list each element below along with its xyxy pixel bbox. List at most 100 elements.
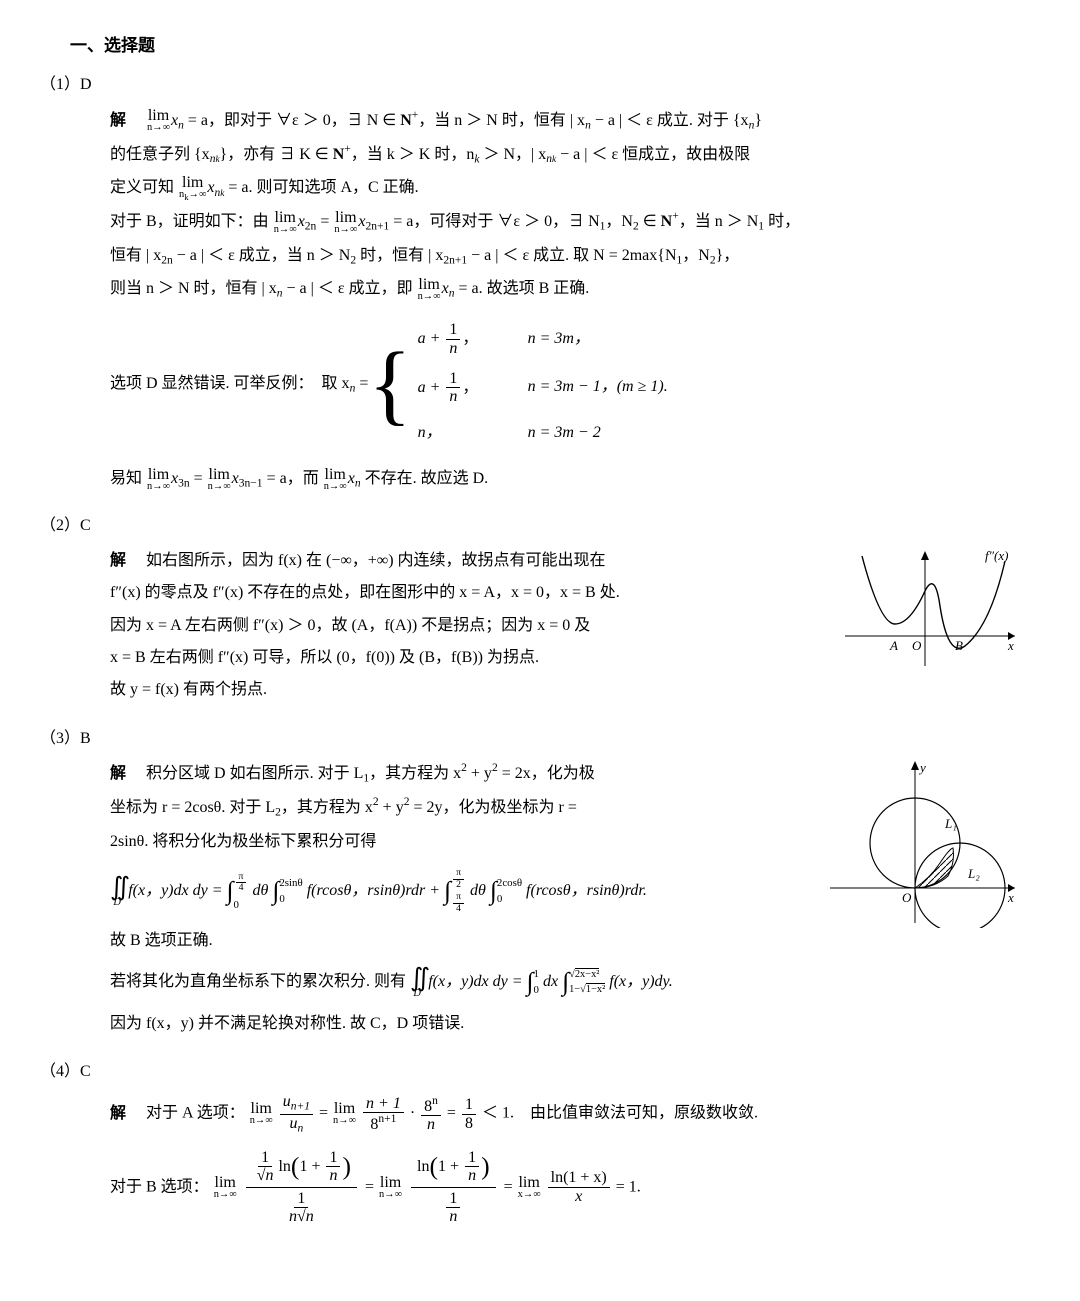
text: 对于 B 选项： [110, 1178, 209, 1195]
svg-text:B: B [955, 638, 963, 653]
text: 的任意子列 {x [110, 146, 210, 163]
text: 时， [764, 213, 800, 230]
text: = a. 故选项 B 正确. [454, 280, 589, 297]
text: 坐标为 r = 2cosθ. 对于 L [110, 799, 275, 816]
text: = 1. [616, 1178, 641, 1195]
cond: n = 3m， [528, 324, 590, 354]
fraction: 8n n [421, 1095, 441, 1134]
t: f(rcosθ，rsinθ)rdr + [307, 882, 444, 899]
text: = a. 则可知选项 A，C 正确. [224, 179, 418, 196]
text: 不存在. 故应选 D. [361, 470, 489, 487]
text: 时，恒有 | x [356, 247, 443, 264]
t: dx [543, 973, 558, 990]
limit-symbol: lim nk→∞ [179, 175, 206, 202]
text: 故 B 选项正确. [110, 926, 1020, 956]
limit-symbol: limn→∞ [334, 210, 357, 235]
q3-number: （3）B [40, 724, 1020, 754]
text: ，N [605, 213, 633, 230]
text: 因为 f(x，y) 并不满足轮换对称性. 故 C，D 项错误. [110, 1009, 1020, 1039]
text: }，亦有 ∃ K ∈ [220, 146, 333, 163]
set-symbol: N [400, 112, 412, 129]
text: 如右图所示，因为 f(x) 在 (−∞，+∞) 内连续，故拐点有可能出现在 [146, 552, 606, 569]
text: − a | ＜ ε 成立，当 n ＞ N [173, 247, 351, 264]
limit: limn→∞ [250, 1101, 273, 1126]
var: x [298, 213, 305, 230]
subscript: nk [546, 153, 556, 165]
text: = [365, 1178, 378, 1195]
text: = a，而 [263, 470, 319, 487]
limit: limx→∞ [518, 1175, 541, 1200]
big-fraction: ln(1 + 1n) 1n [411, 1147, 496, 1228]
sub: 3n [178, 478, 190, 490]
text: = [447, 1105, 460, 1122]
solution-label: 解 [110, 765, 126, 782]
section-title: 一、选择题 [70, 30, 1020, 62]
subscript: 2n+1 [365, 221, 389, 233]
q1-solution: 解 lim n→∞ xn = a，即对于 ∀ε ＞ 0，∃ N ∈ N+，当 n… [110, 105, 1020, 496]
text: ，当 n ＞ N [679, 213, 759, 230]
t: dθ [470, 882, 486, 899]
t: f(x，y)dx dy = [428, 973, 526, 990]
svg-text:x: x [1007, 890, 1014, 905]
limit: limn→∞ [333, 1101, 356, 1126]
sub: 2n [161, 254, 173, 266]
limit: limn→∞ [147, 467, 170, 492]
text: = [319, 1105, 332, 1122]
solution-label: 解 [110, 552, 126, 569]
svg-text:O: O [902, 890, 912, 905]
text: 则当 n ＞ N 时，恒有 | x [110, 280, 277, 297]
q2-number: （2）C [40, 511, 1020, 541]
text: ＞ N，| x [479, 146, 546, 163]
text: ，当 n ＞ N 时，恒有 | x [418, 112, 585, 129]
svg-text:A: A [889, 638, 898, 653]
text: = a，可得对于 ∀ε ＞ 0，∃ N [389, 213, 599, 230]
text: ∈ [639, 213, 661, 230]
svg-text:x: x [1007, 638, 1014, 653]
solution-label: 解 [110, 1105, 126, 1122]
q2-solution: f″(x) A O B x 解 如右图所示，因为 f(x) 在 (−∞，+∞) … [110, 546, 1020, 708]
text: 定义可知 [110, 179, 174, 196]
text: ，N [682, 247, 710, 264]
text: − a | ＜ ε 成立，即 [283, 280, 413, 297]
text: 故 y = f(x) 有两个拐点. [110, 675, 1020, 705]
svg-text:f″(x): f″(x) [985, 548, 1008, 563]
t: f(rcosθ，rsinθ)rdr. [526, 882, 647, 899]
sub: 3n−1 [239, 478, 263, 490]
limit: limn→∞ [208, 467, 231, 492]
fraction: n + 1 8n+1 [363, 1095, 404, 1134]
text: = [504, 1178, 517, 1195]
text: 对于 A 选项： [146, 1105, 245, 1122]
text: = 2x，化为极 [498, 765, 595, 782]
set-symbol: N [333, 146, 345, 163]
text: = [190, 470, 207, 487]
q4-solution: 解 对于 A 选项： limn→∞ un+1 un = limn→∞ n + 1… [110, 1093, 1020, 1228]
text: = a，即对于 ∀ε ＞ 0，∃ N ∈ [184, 112, 400, 129]
text: − a | ＜ ε 成立. 对于 {x [591, 112, 749, 129]
t: a + [418, 378, 445, 395]
figure-region-D: L₁ L₂ O x y [820, 758, 1020, 928]
text: ，其方程为 x [369, 765, 461, 782]
limit: limn→∞ [214, 1175, 237, 1200]
t: dθ [252, 882, 268, 899]
text: 积分区域 D 如右图所示. 对于 L [146, 765, 363, 782]
t: f(x，y)dx dy = [128, 882, 226, 899]
text: 若将其化为直角坐标系下的累次积分. 则有 [110, 973, 406, 990]
cond: n = 3m − 1，(m ≥ 1). [528, 372, 668, 402]
text: = [316, 213, 333, 230]
fraction: ln(1 + x) x [548, 1169, 610, 1205]
big-fraction: 1√nln(1 + 1n) 1n√n [246, 1147, 357, 1228]
text: + y [379, 799, 404, 816]
svg-text:O: O [912, 638, 922, 653]
cond: n = 3m − 2 [528, 418, 601, 448]
text: 选项 D 显然错误. 可举反例： 取 x [110, 375, 350, 392]
t: f(x，y)dy. [609, 973, 673, 990]
set: N [661, 213, 673, 230]
svg-text:L₁: L₁ [944, 816, 957, 831]
text: = 2y，化为极坐标为 r = [409, 799, 576, 816]
limit: limn→∞ [324, 467, 347, 492]
text: · [410, 1105, 419, 1122]
solution-label: 解 [110, 112, 126, 129]
q3-solution: L₁ L₂ O x y 解 积分区域 D 如右图所示. 对于 L1，其方程为 x… [110, 758, 1020, 1041]
limit-symbol: lim n→∞ [147, 108, 170, 133]
text: = [355, 375, 368, 392]
